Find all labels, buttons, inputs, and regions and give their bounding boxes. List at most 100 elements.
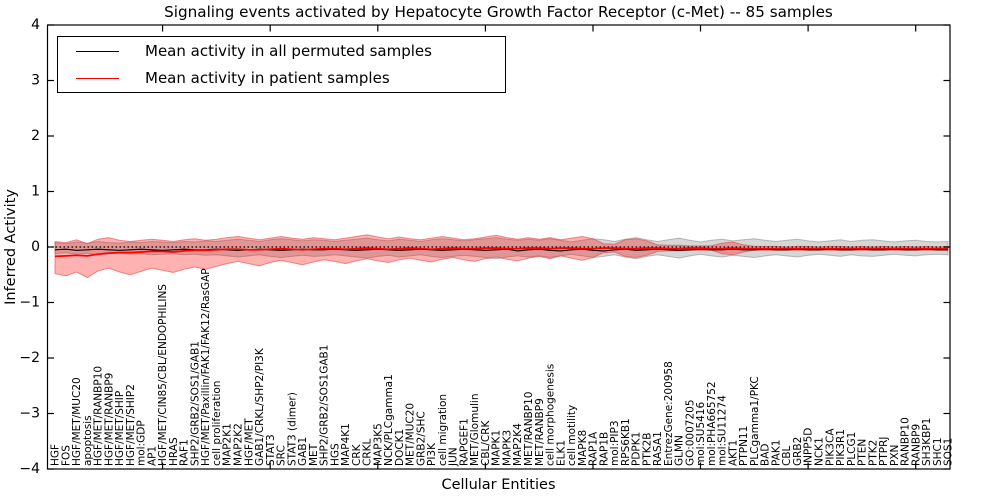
x-category-label: SOS1 [943,438,955,466]
legend: Mean activity in all permuted samples Me… [57,36,506,93]
x-category-label: AKT1 [727,440,739,466]
x-category-label: HGF/MET/SHIP [114,391,126,466]
x-category-label: apoptosis [82,415,94,466]
x-category-label: mol:PHA665752 [706,381,718,466]
x-category-label: BAD [760,444,772,466]
x-category-label: ELK1 [555,440,567,466]
x-category-label: MET [308,443,320,466]
patient-line-swatch [76,77,119,79]
x-category-label: RAF1 [179,439,191,466]
y-tick-label: 0 [31,239,40,255]
x-category-label: cell morphogenesis [545,364,557,466]
x-category-label: MAP2K2 [233,423,245,466]
y-tick-label: −1 [19,295,40,311]
x-category-label: SHP2/GRB2/SOS1GAB1 [319,345,331,466]
x-category-label: PTPN11 [738,426,750,466]
permuted-line-swatch [76,50,119,52]
x-category-label: MET/Glomulin [469,394,481,467]
x-category-label: CRKL [362,438,374,466]
x-category-label: PI3K [426,442,438,466]
x-category-label: EntrezGene:200958 [663,361,675,466]
y-tick-label: −2 [19,350,40,366]
x-category-label: RAP1A [588,431,600,466]
y-tick-label: 3 [31,73,40,89]
x-category-label: DOCK1 [394,429,406,466]
x-category-label: PLCG1 [846,432,858,466]
x-category-label: SHP2/GRB2/SOS1/GAB1 [190,341,202,466]
x-category-label: RAPGEF1 [458,418,470,466]
x-category-label: mol:PIP3 [609,420,621,466]
x-category-label: PTEN [857,439,869,466]
x-category-label: GAB1/CRKL/SHP2/PI3K [254,347,266,466]
x-category-label: MET/RANBP10 [523,392,535,466]
x-category-label: FOS [60,445,72,466]
x-category-label: RANBP9 [910,424,922,466]
x-category-label: MAPK3 [502,430,514,466]
x-category-label: MAPK1 [491,430,503,466]
x-category-label: HGF/MET/MUC20 [71,377,83,466]
legend-label-permuted: Mean activity in all permuted samples [145,42,432,60]
x-category-label: HRAS [168,437,180,466]
x-category-label: RAP1B [598,432,610,466]
x-category-label: NCK/PLCgamma1 [383,374,395,466]
y-tick-label: 2 [31,128,40,144]
x-category-label: PIK3R1 [835,429,847,466]
x-category-label: RPS6KB1 [620,418,632,466]
x-category-label: mol:SU11274 [717,395,729,466]
x-category-label: NCK1 [814,437,826,466]
x-category-label: JUN [448,447,460,467]
legend-row-permuted: Mean activity in all permuted samples [58,38,505,64]
patient-mean-line [54,247,948,258]
x-category-label: HGF/MET/RANBP10 [93,366,105,466]
x-category-label: HGF/MET/SHIP2 [125,384,137,466]
x-category-label: MAP2K4 [512,423,524,466]
x-category-label: HGS [329,443,341,466]
x-category-label: PDPK1 [631,432,643,466]
chart-title: Signaling events activated by Hepatocyte… [164,3,833,21]
x-category-label: PTK2 [867,440,879,466]
x-category-label: PAK1 [771,440,783,466]
x-category-label: GLMN [674,435,686,466]
x-category-label: MET/RANBP9 [534,398,546,466]
x-category-label: MAPK8 [577,430,589,466]
x-category-label: SHC1 [932,437,944,466]
x-category-label: GAB1 [297,437,309,466]
x-category-label: PTPRJ [878,437,890,466]
x-category-label: INPP5D [803,428,815,466]
x-category-label: PTK2B [641,432,653,466]
x-category-label: cell migration [437,394,449,466]
y-tick-label: 1 [31,184,40,200]
x-category-label: CBL [781,445,793,466]
x-category-label: HGF/MET [243,418,255,466]
x-category-label: SRC [276,445,288,466]
x-category-label: HGF/MET/CIN85/CBL/ENDOPHILINS [157,284,169,466]
x-category-label: PLCgamma1/PKC [749,376,761,466]
x-category-label: PXN [889,445,901,466]
x-category-label: CRK [351,443,363,466]
x-category-label: MAP3K5 [372,423,384,466]
x-category-label: HGF/MET/RANBP9 [103,373,115,466]
x-category-label: GO:0007205 [684,399,696,466]
x-category-label: AP1 [146,446,158,466]
legend-label-patient: Mean activity in patient samples [145,69,390,87]
x-category-label: MAP2K1 [222,423,234,466]
x-category-label: RANBP10 [900,417,912,466]
y-tick-label: −3 [19,406,40,422]
legend-row-patient: Mean activity in patient samples [58,65,505,91]
x-category-label: STAT3 (dimer) [286,392,298,466]
x-category-label: mol:GDP [136,420,148,466]
x-axis-label: Cellular Entities [441,477,556,493]
x-category-label: cell proliferation [211,381,223,466]
y-tick-label: 4 [31,17,40,33]
x-category-label: mol:SU5416 [695,402,707,466]
x-category-label: cell motility [566,405,578,466]
x-category-label: GRB2 [792,437,804,466]
x-category-label: PIK3CA [824,428,836,466]
x-category-label: HGF/MET/Paxillin/FAK1/FAK12/RasGAP [200,268,212,466]
x-category-label: CBL/CRK [480,419,492,466]
x-category-label: MAP4K1 [340,423,352,466]
x-category-label: GRB2/SHC [415,411,427,466]
x-category-label: STAT3 [265,434,277,466]
